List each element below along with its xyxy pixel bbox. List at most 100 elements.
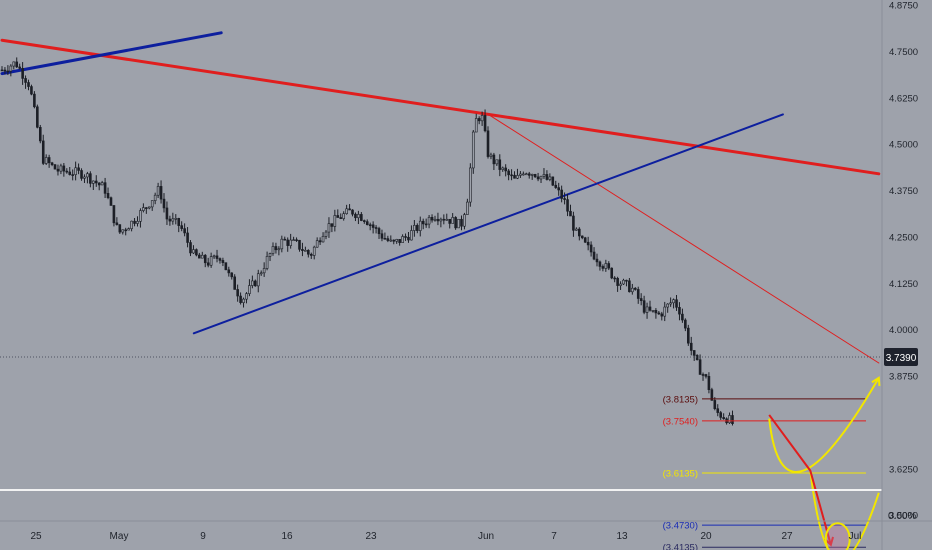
projection-layer bbox=[768, 376, 881, 550]
last-price-label: 3.7390 bbox=[886, 353, 917, 364]
projection-arrowhead-upper bbox=[871, 376, 881, 387]
candle-body-170 bbox=[501, 167, 505, 170]
candle-body-173 bbox=[510, 174, 513, 177]
candle-body-37 bbox=[109, 197, 113, 206]
candle-body-77 bbox=[227, 269, 231, 274]
candle-body-227 bbox=[669, 302, 672, 305]
candle-body-112 bbox=[330, 223, 334, 227]
candle-body-181 bbox=[533, 174, 537, 178]
x-axis-ticks[interactable]: 25 May 9 16 23 Jun 7 13 20 27 Jul bbox=[30, 531, 861, 542]
candle-body-148 bbox=[436, 218, 440, 222]
candle-body-208 bbox=[613, 277, 616, 280]
candle-body-34 bbox=[100, 182, 104, 186]
trendline-3 bbox=[192, 113, 784, 335]
candle-body-156 bbox=[460, 218, 463, 227]
y-tick-2: 4.6250 bbox=[889, 93, 918, 104]
candle-body-192 bbox=[566, 199, 569, 212]
candle-body-212 bbox=[625, 279, 628, 282]
candle-body-6 bbox=[18, 66, 21, 69]
candle-body-245 bbox=[722, 417, 725, 420]
candle-body-238 bbox=[701, 374, 705, 376]
candle-body-95 bbox=[280, 238, 284, 250]
candle-body-190 bbox=[560, 189, 563, 199]
candle-body-239 bbox=[704, 374, 708, 377]
candle-body-18 bbox=[53, 164, 57, 170]
candle-body-57 bbox=[168, 218, 172, 222]
candle-body-126 bbox=[371, 224, 375, 228]
candle-body-149 bbox=[439, 218, 443, 222]
candle-body-240 bbox=[707, 376, 711, 390]
y-tick-6: 4.1250 bbox=[889, 279, 918, 290]
candle-body-89 bbox=[262, 268, 266, 274]
candle-body-45 bbox=[133, 220, 136, 224]
candle-body-38 bbox=[112, 205, 116, 224]
y-tick-8: 3.8750 bbox=[889, 372, 918, 383]
candle-body-82 bbox=[242, 298, 245, 303]
candle-body-103 bbox=[304, 249, 307, 252]
candle-body-127 bbox=[374, 227, 378, 229]
candles-layer bbox=[0, 57, 734, 426]
candle-body-8 bbox=[24, 78, 27, 83]
candle-body-150 bbox=[442, 218, 446, 221]
candle-body-168 bbox=[495, 159, 499, 165]
candle-body-29 bbox=[86, 173, 89, 178]
candle-body-51 bbox=[150, 200, 154, 208]
y-tick-9: 3.6250 bbox=[889, 464, 918, 475]
candle-body-24 bbox=[71, 174, 74, 176]
candle-body-228 bbox=[672, 299, 675, 304]
candle-body-99 bbox=[292, 239, 295, 242]
candle-body-201 bbox=[592, 251, 596, 260]
candle-body-136 bbox=[401, 236, 404, 243]
candle-body-222 bbox=[654, 310, 658, 314]
candle-body-2 bbox=[6, 70, 10, 73]
candle-body-243 bbox=[716, 408, 720, 413]
candle-body-189 bbox=[557, 187, 560, 191]
candle-body-121 bbox=[357, 214, 360, 219]
candle-body-237 bbox=[698, 359, 702, 375]
candle-body-71 bbox=[209, 256, 213, 266]
candle-body-96 bbox=[283, 238, 287, 241]
x-tick-4: 23 bbox=[365, 531, 377, 542]
candle-body-196 bbox=[578, 228, 581, 237]
candle-body-219 bbox=[645, 306, 649, 313]
candle-body-241 bbox=[710, 389, 714, 401]
candle-body-159 bbox=[469, 167, 472, 203]
candle-body-16 bbox=[47, 157, 51, 164]
candle-body-130 bbox=[383, 238, 387, 240]
candle-body-141 bbox=[416, 225, 419, 231]
candle-body-198 bbox=[583, 237, 587, 243]
candle-body-86 bbox=[254, 280, 257, 287]
price-scale-area[interactable] bbox=[882, 0, 932, 520]
candle-body-162 bbox=[477, 118, 481, 122]
candle-body-229 bbox=[675, 299, 678, 308]
candle-body-152 bbox=[448, 218, 452, 224]
candle-body-66 bbox=[195, 249, 198, 256]
candle-body-165 bbox=[486, 130, 490, 157]
candle-body-9 bbox=[27, 82, 30, 87]
level-label-2: (3.6135) bbox=[663, 469, 698, 480]
candle-body-36 bbox=[106, 193, 110, 198]
trendline-1 bbox=[487, 113, 880, 364]
candle-body-131 bbox=[386, 238, 390, 241]
candle-body-242 bbox=[713, 400, 717, 409]
candle-body-115 bbox=[339, 217, 343, 219]
candle-body-129 bbox=[380, 233, 384, 239]
candle-body-118 bbox=[348, 208, 351, 211]
candle-body-182 bbox=[536, 176, 540, 180]
candle-body-56 bbox=[165, 207, 169, 220]
indicator-pane-divider bbox=[0, 489, 932, 491]
candle-body-63 bbox=[186, 232, 189, 243]
candle-body-35 bbox=[103, 182, 107, 194]
candle-body-191 bbox=[563, 198, 566, 200]
candle-body-179 bbox=[527, 173, 531, 176]
candle-body-79 bbox=[233, 276, 236, 290]
candle-body-180 bbox=[530, 174, 534, 176]
candle-body-183 bbox=[539, 175, 543, 180]
candle-body-65 bbox=[192, 249, 195, 254]
levels-layer: (3.8135) (3.7540) (3.6135) (3.4730) (3.4135) bbox=[663, 394, 866, 550]
candle-body-72 bbox=[212, 255, 216, 258]
candle-body-117 bbox=[345, 208, 348, 215]
candle-body-225 bbox=[663, 306, 667, 317]
candle-body-176 bbox=[519, 173, 522, 176]
